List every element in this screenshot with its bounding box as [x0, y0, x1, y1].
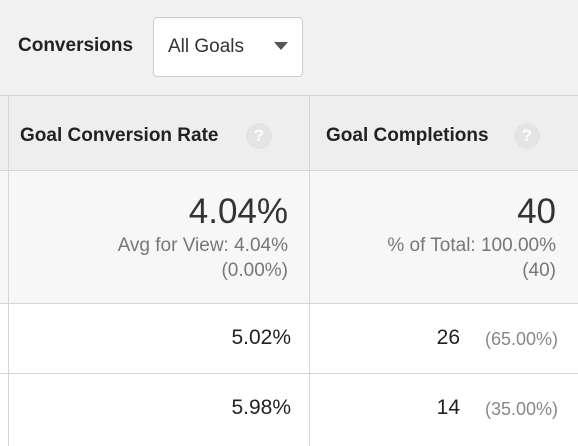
- help-icon[interactable]: ?: [246, 123, 272, 149]
- summary-note: % of Total: 100.00%: [387, 235, 556, 256]
- help-icon[interactable]: ?: [514, 123, 540, 149]
- divider: [0, 95, 578, 96]
- cell-value: 14: [436, 396, 460, 419]
- cell-share: (35.00%): [484, 399, 558, 419]
- toolbar-label: Conversions: [18, 35, 134, 56]
- column-title[interactable]: Goal Conversion Rate: [20, 125, 219, 146]
- column-title[interactable]: Goal Completions: [326, 125, 489, 146]
- dropdown-arrow: [274, 42, 288, 50]
- summary-detail: (40): [522, 260, 556, 281]
- cell-value: 5.02%: [231, 326, 291, 349]
- summary-value: 40: [517, 192, 556, 231]
- summary-detail: (0.00%): [221, 260, 288, 281]
- summary-row: [0, 170, 578, 303]
- summary-note: Avg for View: 4.04%: [117, 235, 288, 256]
- summary-value: 4.04%: [188, 192, 288, 231]
- goal-dropdown[interactable]: All Goals: [153, 17, 303, 77]
- divider: [8, 95, 9, 446]
- divider: [0, 170, 578, 171]
- header-row: [0, 95, 578, 170]
- cell-value: 5.98%: [231, 396, 291, 419]
- divider: [309, 95, 310, 446]
- cell-value: 26: [436, 326, 460, 349]
- dropdown-text: All Goals: [168, 36, 245, 57]
- divider: [0, 373, 578, 374]
- divider: [0, 303, 578, 304]
- cell-share: (65.00%): [484, 329, 558, 349]
